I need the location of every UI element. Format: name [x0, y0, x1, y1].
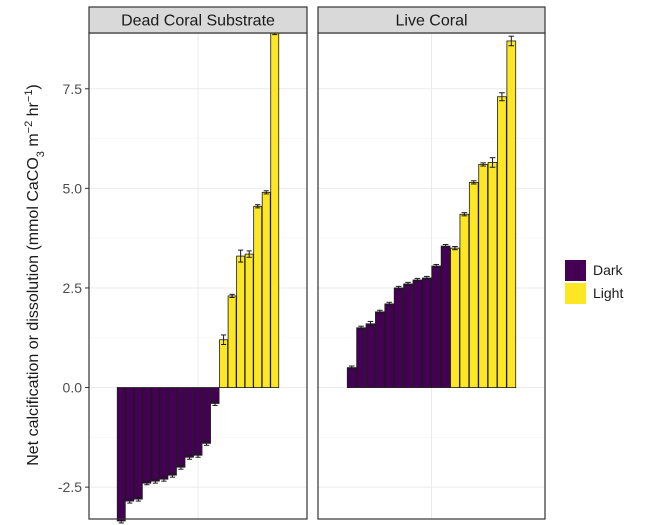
bar-dark — [142, 387, 152, 484]
bar-light — [478, 164, 488, 388]
bar-dark — [176, 387, 186, 468]
y-axis-title-sub: 3 — [35, 151, 47, 157]
bar-dark — [159, 387, 169, 480]
y-tick-label: 7.5 — [63, 81, 83, 97]
y-tick-label: 2.5 — [63, 280, 83, 296]
y-tick-label: -2.5 — [58, 479, 82, 495]
y-axis-title-mid1: m — [25, 133, 42, 151]
bar-light — [497, 96, 507, 388]
bar-dark — [375, 311, 385, 388]
y-axis-title-prefix: Net calcification or dissolution (mmol C… — [25, 157, 42, 466]
bar-dark — [168, 387, 177, 476]
bar-group — [116, 30, 280, 524]
bar-dark — [403, 283, 413, 388]
y-axis-title-sup1: −2 — [23, 121, 35, 134]
facet-strip — [317, 6, 546, 34]
bar-dark — [125, 387, 135, 502]
legend-label-dark: Dark — [593, 262, 624, 278]
bar-dark — [202, 387, 211, 444]
legend-label-light: Light — [593, 285, 623, 301]
bar-light — [261, 191, 271, 388]
bar-dark — [356, 327, 366, 388]
facet-strip-label: Dead Coral Substrate — [121, 13, 275, 30]
bar-light — [450, 247, 460, 388]
facet-panel: Dead Coral Substrate — [88, 6, 308, 524]
bar-light — [506, 40, 517, 388]
facet-panels: Dead Coral Substrate Live Coral — [88, 6, 546, 524]
bar-dark — [440, 245, 451, 388]
y-tick-label: 5.0 — [63, 180, 83, 196]
y-axis-title: Net calcification or dissolution (mmol C… — [23, 84, 47, 466]
legend: Dark Light — [565, 260, 624, 304]
bar-dark — [193, 387, 203, 456]
bar-dark — [133, 387, 143, 500]
y-axis: -2.5 0.0 2.5 5.0 7.5 — [58, 81, 89, 495]
facet-panel: Live Coral — [317, 6, 546, 520]
bar-light — [270, 32, 280, 388]
facet-strip — [88, 6, 308, 34]
y-axis-title-mid2: hr — [25, 101, 42, 120]
facet-strip-label: Live Coral — [395, 13, 467, 30]
bar-dark — [393, 287, 404, 388]
bar-dark — [412, 279, 423, 388]
bar-light — [236, 255, 246, 388]
bar-light — [459, 213, 470, 388]
bar-light — [244, 253, 254, 388]
bar-group — [346, 35, 517, 388]
bar-dark — [150, 387, 160, 482]
bar-dark — [116, 387, 126, 522]
bar-light — [253, 205, 263, 388]
legend-key-light — [565, 283, 586, 304]
bar-dark — [365, 323, 376, 388]
bar-light — [227, 295, 237, 388]
bar-dark — [185, 387, 194, 458]
legend-key-dark — [565, 260, 586, 281]
y-tick-label: 0.0 — [63, 380, 83, 396]
y-axis-title-sup2: −1 — [23, 90, 35, 103]
bar-light — [487, 162, 498, 388]
bar-dark — [384, 303, 395, 388]
bar-light — [219, 339, 228, 388]
bar-dark — [346, 367, 357, 388]
bar-dark — [421, 277, 432, 388]
bar-light — [468, 181, 479, 388]
bar-dark — [431, 265, 442, 388]
y-axis-title-suffix: ) — [25, 84, 42, 89]
